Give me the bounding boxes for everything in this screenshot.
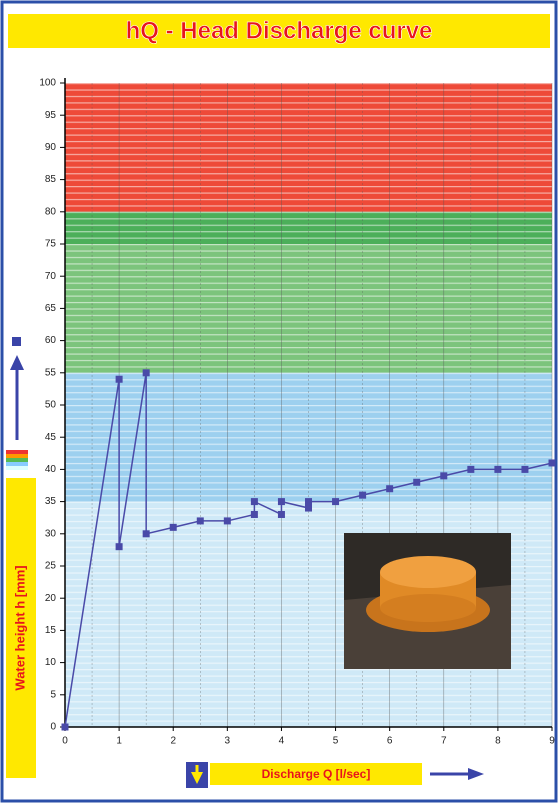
- y-axis-label: Water height h [mm]: [12, 565, 27, 690]
- data-point: [115, 543, 123, 551]
- data-point: [250, 498, 258, 506]
- stripe: [6, 450, 28, 454]
- x-tick-label: 1: [116, 736, 122, 747]
- y-tick-label: 70: [45, 271, 57, 282]
- y-tick-label: 35: [45, 496, 57, 507]
- x-tick-label: 2: [170, 736, 176, 747]
- y-tick-label: 20: [45, 593, 57, 604]
- stripe: [6, 466, 28, 470]
- y-tick-label: 75: [45, 239, 57, 250]
- data-point: [142, 530, 150, 538]
- y-tick-label: 60: [45, 335, 57, 346]
- data-point: [277, 510, 285, 518]
- x-tick-label: 6: [387, 736, 393, 747]
- data-point: [61, 723, 69, 731]
- photo: [344, 533, 511, 669]
- y-tick-label: 50: [45, 400, 57, 411]
- data-point: [305, 504, 312, 512]
- title-banner: [8, 14, 550, 48]
- y-tick-label: 15: [45, 625, 57, 636]
- y-tick-label: 85: [45, 174, 57, 185]
- data-point: [467, 465, 475, 473]
- y-tick-label: 95: [45, 110, 57, 121]
- photo-cap-top: [380, 556, 476, 588]
- x-tick-label: 3: [225, 736, 231, 747]
- y-tick-label: 25: [45, 561, 57, 572]
- data-point: [169, 523, 177, 531]
- x-tick-label: 8: [495, 736, 501, 747]
- legend-square: [12, 337, 21, 346]
- data-point: [250, 510, 258, 518]
- y-tick-label: 80: [45, 206, 57, 217]
- x-tick-label: 4: [279, 736, 285, 747]
- photo-cap-bottom: [380, 594, 476, 622]
- data-point: [332, 498, 340, 506]
- arrow-head: [468, 768, 484, 780]
- y-tick-label: 5: [50, 689, 56, 700]
- data-point: [223, 517, 231, 525]
- y-tick-label: 65: [45, 303, 57, 314]
- x-tick-label: 0: [62, 736, 68, 747]
- x-label-box: [210, 763, 422, 785]
- y-tick-label: 55: [45, 367, 57, 378]
- data-point: [359, 491, 367, 499]
- y-tick-label: 90: [45, 142, 57, 153]
- chart-title: hQ - Head Discharge curve: [126, 17, 433, 44]
- x-axis-label: Discharge Q [l/sec]: [262, 767, 371, 781]
- stripe: [6, 462, 28, 466]
- y-tick-label: 100: [39, 78, 56, 89]
- x-tick-label: 9: [549, 736, 555, 747]
- data-point: [413, 478, 421, 486]
- stripe: [6, 454, 28, 458]
- arrow-head: [10, 355, 24, 370]
- y-tick-label: 0: [50, 722, 56, 733]
- y-tick-label: 10: [45, 657, 57, 668]
- data-point: [277, 498, 285, 506]
- data-point: [196, 517, 204, 525]
- y-tick-label: 30: [45, 528, 57, 539]
- data-point: [305, 498, 312, 506]
- data-point: [386, 485, 394, 493]
- x-icon-arrow: [191, 772, 203, 784]
- data-point: [494, 465, 502, 473]
- y-tick-label: 40: [45, 464, 57, 475]
- data-point: [142, 369, 150, 377]
- data-point: [548, 459, 556, 467]
- stripe: [6, 458, 28, 462]
- data-point: [440, 472, 448, 480]
- x-tick-label: 5: [333, 736, 339, 747]
- y-tick-label: 45: [45, 432, 57, 443]
- y-label-box: [6, 478, 36, 778]
- x-tick-label: 7: [441, 736, 447, 747]
- data-point: [115, 375, 123, 383]
- data-point: [521, 465, 529, 473]
- plot-area: 0 1 2 3 4 5 6 7 8 9051015202530354045505560657075…: [39, 78, 556, 747]
